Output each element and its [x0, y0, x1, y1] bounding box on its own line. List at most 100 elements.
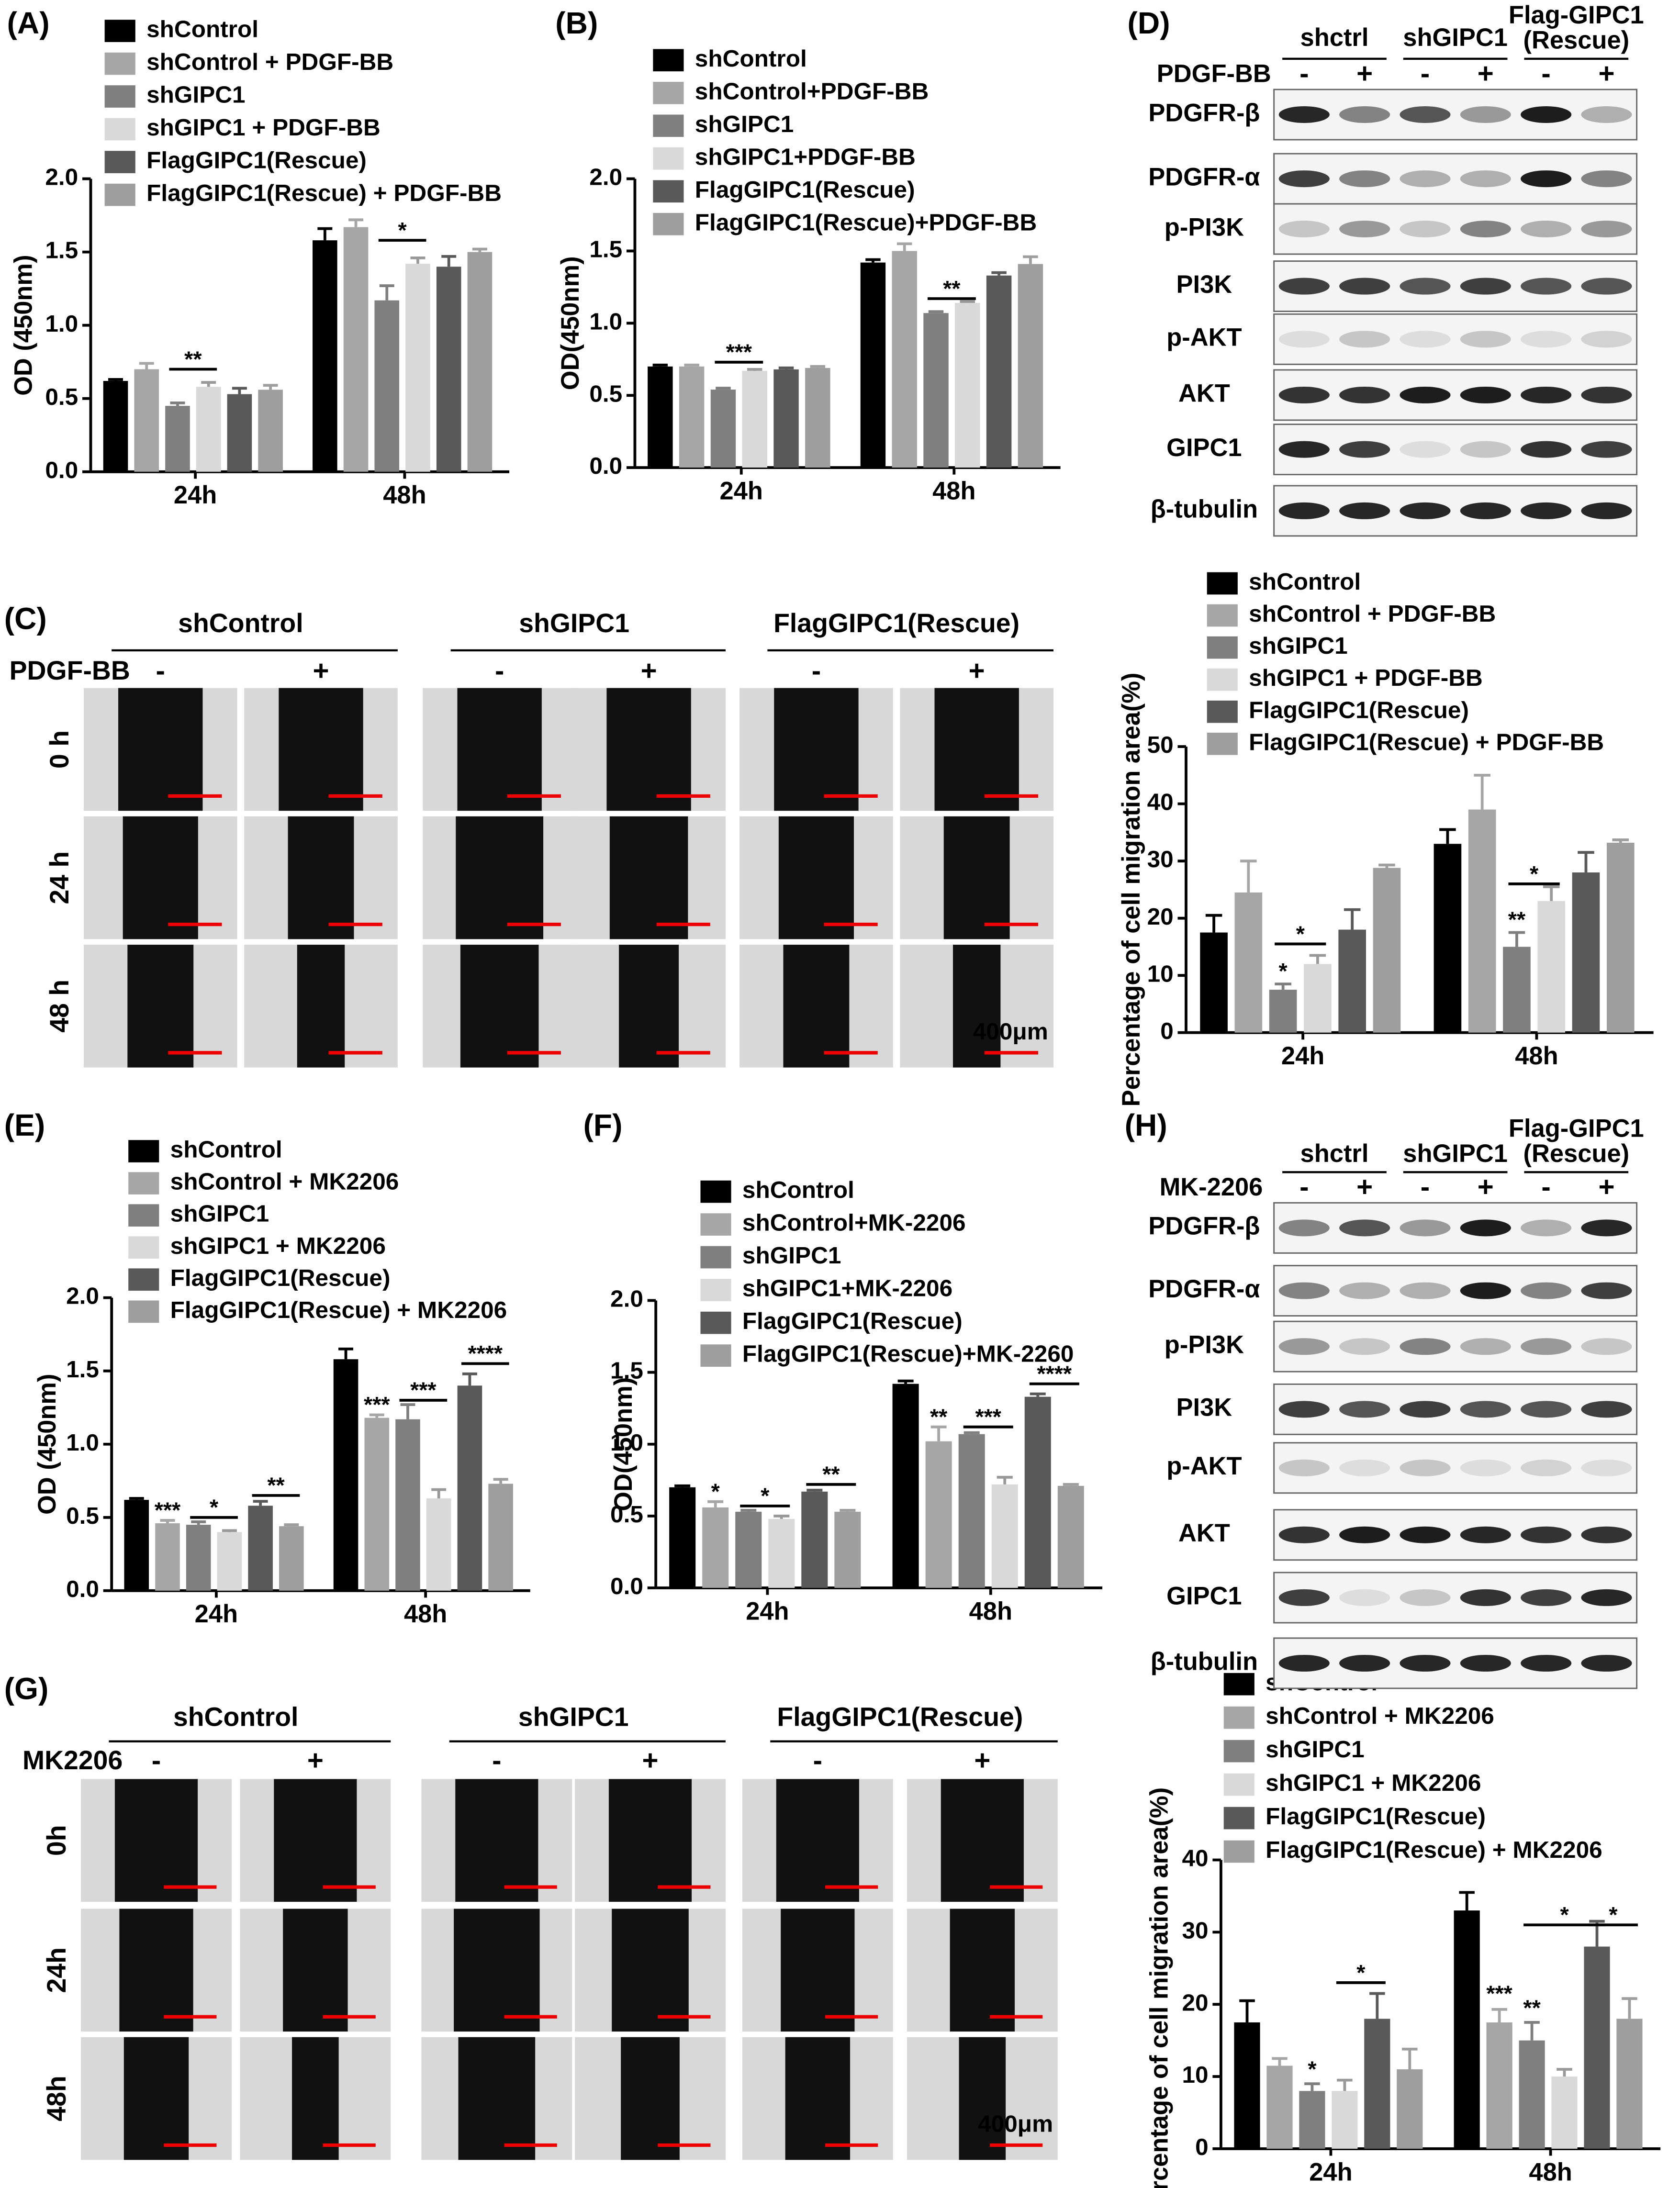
blot-group-label: Flag-GIPC1	[1509, 1115, 1644, 1143]
blot-frame	[1273, 424, 1638, 476]
legend-swatch	[700, 1344, 731, 1367]
blot-band	[1400, 331, 1451, 348]
bar	[186, 1525, 211, 1591]
bar	[103, 380, 128, 472]
blot-band	[1521, 1219, 1572, 1237]
blot-row-label: p-AKT	[1166, 324, 1242, 352]
bar	[1584, 1946, 1610, 2149]
bar	[1234, 892, 1263, 1033]
legend-swatch	[1207, 700, 1238, 723]
blot-band	[1460, 1338, 1511, 1355]
blot-row-label: PDGFR-α	[1148, 1275, 1260, 1303]
blot-band	[1521, 1589, 1572, 1606]
blot-frame	[1273, 313, 1638, 365]
legend-swatch	[1223, 1840, 1254, 1863]
legend-label: shGIPC1+PDGF-BB	[695, 143, 916, 170]
bar	[923, 313, 949, 468]
wound-gap	[457, 688, 542, 811]
legend-label: shControl	[146, 16, 258, 43]
wound-gap	[785, 2037, 851, 2160]
legend-swatch	[700, 1213, 731, 1236]
bar	[279, 1526, 304, 1591]
bar	[395, 1419, 420, 1591]
bar	[227, 394, 252, 472]
blot-frame	[1273, 1442, 1638, 1494]
blot-frame	[1273, 1202, 1638, 1254]
y-tick-label: 0	[1195, 2133, 1209, 2160]
bar	[925, 1441, 952, 1588]
blot-group-label: shctrl	[1300, 1140, 1369, 1168]
blot-band	[1460, 278, 1511, 295]
bar	[955, 303, 980, 468]
blot-band	[1400, 1526, 1451, 1543]
legend-label: shGIPC1+MK-2206	[742, 1275, 952, 1302]
y-tick-label: 2.0	[610, 1285, 643, 1312]
legend-label: shGIPC1	[170, 1200, 269, 1227]
wound-gap	[288, 816, 354, 939]
legend-swatch	[104, 20, 135, 42]
blot-band	[1400, 1459, 1451, 1476]
legend-swatch	[128, 1172, 159, 1194]
blot-band	[1339, 278, 1390, 295]
y-tick-label: 40	[1147, 789, 1174, 815]
blot-frame	[1273, 1509, 1638, 1561]
x-tick-label: 48h	[969, 1597, 1012, 1625]
x-tick-label: 48h	[1515, 1042, 1558, 1070]
blot-band	[1400, 278, 1451, 295]
blot-band	[1400, 441, 1451, 458]
x-tick-label: 24h	[174, 481, 217, 509]
bar	[1519, 2040, 1545, 2149]
panel-label: (B)	[555, 6, 598, 40]
bar	[860, 262, 886, 468]
bar	[801, 1491, 828, 1588]
wound-gap	[118, 688, 203, 811]
bar	[1364, 2019, 1390, 2149]
y-tick-label: 40	[1182, 1845, 1209, 1872]
significance-label: *	[210, 1495, 219, 1520]
significance-label: ***	[155, 1497, 181, 1522]
legend-label: FlagGIPC1(Rescue)	[146, 147, 367, 174]
y-tick-label: 0.0	[589, 452, 622, 479]
wound-gap	[455, 1779, 538, 1902]
blot-frame	[1273, 485, 1638, 537]
blot-band	[1339, 1338, 1390, 1355]
blot-band	[1339, 1282, 1390, 1299]
blot-band	[1460, 1589, 1511, 1606]
bar	[258, 390, 283, 472]
blot-group-label: (Rescue)	[1523, 1140, 1629, 1168]
blot-band	[1400, 1589, 1451, 1606]
y-tick-label: 1.5	[66, 1356, 99, 1383]
wound-gap	[781, 1909, 855, 2032]
legend-swatch	[128, 1204, 159, 1227]
bar	[1434, 844, 1462, 1033]
y-tick-label: 0.0	[45, 457, 78, 483]
significance-label: **	[943, 276, 961, 301]
blot-band	[1278, 278, 1330, 295]
blot-frame	[1273, 369, 1638, 421]
y-tick-label: 2.0	[45, 164, 78, 190]
y-tick-label: 30	[1182, 1917, 1209, 1943]
x-tick-label: 24h	[746, 1597, 789, 1625]
y-tick-label: 1.5	[589, 236, 622, 263]
blot-row-label: PDGFR-β	[1148, 1213, 1260, 1240]
blot-band	[1339, 1589, 1390, 1606]
blot-frame	[1273, 203, 1638, 255]
blot-row-label: β-tubulin	[1151, 1648, 1258, 1675]
blot-frame	[1273, 260, 1638, 312]
blot-band	[1339, 170, 1390, 188]
blot-band	[1339, 221, 1390, 238]
legend-label: shControl	[742, 1176, 854, 1203]
blot-band	[1521, 386, 1572, 403]
bar	[374, 300, 400, 472]
treatment-label: MK2206	[22, 1745, 123, 1775]
blot-band	[1521, 331, 1572, 348]
bar	[679, 366, 705, 468]
blot-band	[1400, 1282, 1451, 1299]
blot-band	[1339, 1401, 1390, 1418]
treatment-sign: -	[492, 1745, 501, 1776]
blot-band	[1521, 278, 1572, 295]
wound-gap	[621, 2037, 680, 2160]
y-tick-label: 20	[1182, 1989, 1209, 2016]
blot-group-label: shctrl	[1300, 24, 1369, 52]
wound-gap	[297, 945, 345, 1068]
